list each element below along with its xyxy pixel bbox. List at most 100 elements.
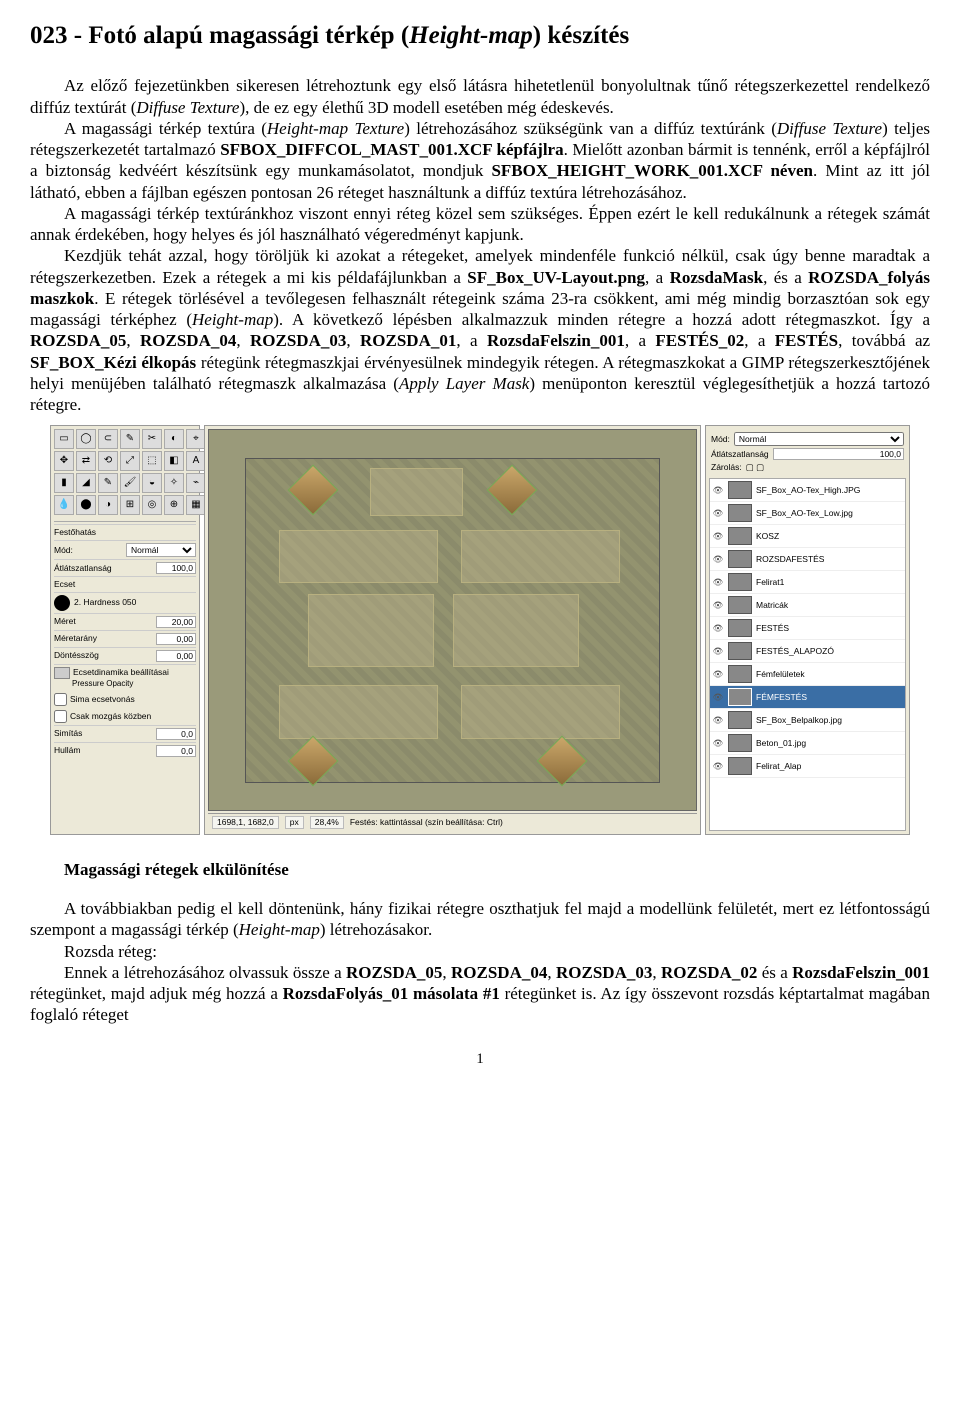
opt-hullam: Hullám [54, 742, 196, 759]
para-1: Az előző fejezetünkben sikeresen létreho… [30, 75, 930, 118]
layer-name: ROZSDAFESTÉS [756, 554, 903, 565]
lock-icon[interactable]: ▢ ▢ [746, 462, 764, 473]
layer-row[interactable]: 👁Matricák [710, 594, 905, 617]
tool-btn[interactable]: ◧ [164, 451, 184, 471]
eye-icon[interactable]: 👁 [712, 485, 724, 496]
eye-icon[interactable]: 👁 [712, 531, 724, 542]
smooth-input[interactable] [156, 728, 196, 740]
layer-thumb [728, 504, 752, 522]
layer-row[interactable]: 👁SF_Box_AO-Tex_High.JPG [710, 479, 905, 502]
tool-btn[interactable]: ✧ [164, 473, 184, 493]
dyn-icon [54, 667, 70, 679]
layer-row[interactable]: 👁SF_Box_Belpalkop.jpg [710, 709, 905, 732]
eye-icon[interactable]: 👁 [712, 692, 724, 703]
chk-sima-input[interactable] [54, 693, 67, 706]
chk-csak[interactable]: Csak mozgás közben [54, 710, 196, 723]
layer-row[interactable]: 👁 Felirat_Alap [710, 755, 905, 778]
layer-thumb [728, 596, 752, 614]
tool-btn[interactable]: ⬚ [142, 451, 162, 471]
tool-btn[interactable]: ⤢ [120, 451, 140, 471]
chk-sima[interactable]: Sima ecsetvonás [54, 693, 196, 706]
tool-btn[interactable]: ⌁ [186, 473, 206, 493]
tool-btn[interactable]: A [186, 451, 206, 471]
layer-name: FESTÉS [756, 623, 903, 634]
tool-btn[interactable]: ◎ [142, 495, 162, 515]
layers-opacity-input[interactable] [773, 448, 904, 460]
gimp-toolbox: ▭ ◯ ⊂ ✎ ✂ ◐ ⌖ ✥ ⇄ ⟲ ⤢ ⬚ ◧ A ▮ ◢ ✎ 🖌 ◒ ✧ … [50, 425, 200, 835]
tool-btn[interactable]: ⊞ [120, 495, 140, 515]
tool-btn[interactable]: ⊕ [164, 495, 184, 515]
tool-btn[interactable]: ⊂ [98, 429, 118, 449]
tool-btn[interactable]: ▭ [54, 429, 74, 449]
layer-list[interactable]: 👁SF_Box_AO-Tex_High.JPG👁SF_Box_AO-Tex_Lo… [709, 478, 906, 831]
status-bar: 1698,1, 1682,0 px 28,4% Festés: kattintá… [208, 813, 697, 831]
layer-row[interactable]: 👁 ROZSDAFESTÉS [710, 548, 905, 571]
layer-name: Fémfelületek [756, 669, 903, 680]
ratio-input[interactable] [156, 633, 196, 645]
opt-mod: Mód: Normál [54, 540, 196, 559]
opt-atlatszo: Átlátszatlanság [54, 559, 196, 576]
tool-btn[interactable]: ⟲ [98, 451, 118, 471]
layer-row[interactable]: 👁 FESTÉS [710, 617, 905, 640]
layer-row[interactable]: 👁 FESTÉS_ALAPOZÓ [710, 640, 905, 663]
eye-icon[interactable]: 👁 [712, 669, 724, 680]
tool-btn[interactable]: ✂ [142, 429, 162, 449]
eye-icon[interactable]: 👁 [712, 623, 724, 634]
tool-btn[interactable]: 🖌 [120, 473, 140, 493]
status-coords: 1698,1, 1682,0 [212, 816, 279, 829]
gimp-canvas[interactable] [208, 429, 697, 811]
eye-icon[interactable]: 👁 [712, 600, 724, 611]
tool-btn[interactable]: ✎ [120, 429, 140, 449]
angle-input[interactable] [156, 650, 196, 662]
tool-btn[interactable]: ⌖ [186, 429, 206, 449]
layer-name: SF_Box_AO-Tex_Low.jpg [756, 508, 903, 519]
layer-name: KOSZ [756, 531, 903, 542]
tool-btn[interactable]: ◑ [98, 495, 118, 515]
tool-btn[interactable]: ✥ [54, 451, 74, 471]
layer-row[interactable]: 👁 Fémfelületek [710, 663, 905, 686]
layer-thumb [728, 550, 752, 568]
page-title: 023 - Fotó alapú magassági térkép (Heigh… [30, 20, 930, 51]
para-6: Rozsda réteg: [30, 941, 930, 962]
brush-preview-icon [54, 595, 70, 611]
tool-btn[interactable]: ◐ [164, 429, 184, 449]
layer-row[interactable]: 👁 SF_Box_AO-Tex_Low.jpg [710, 502, 905, 525]
tool-btn[interactable]: ◯ [76, 429, 96, 449]
layer-row[interactable]: 👁 KOSZ [710, 525, 905, 548]
mod-select[interactable]: Normál [126, 543, 196, 557]
layers-mod-select[interactable]: Normál [734, 432, 904, 446]
tool-btn[interactable]: ✎ [98, 473, 118, 493]
layer-row[interactable]: 👁Beton_01.jpg [710, 732, 905, 755]
chk-csak-input[interactable] [54, 710, 67, 723]
eye-icon[interactable]: 👁 [712, 761, 724, 772]
tool-btn[interactable]: ▮ [54, 473, 74, 493]
tool-btn[interactable]: 💧 [54, 495, 74, 515]
layer-thumb [728, 527, 752, 545]
opt-meret: Méret [54, 613, 196, 630]
dyn-label: Ecsetdinamika beállításai [73, 667, 169, 678]
eye-icon[interactable]: 👁 [712, 738, 724, 749]
eye-icon[interactable]: 👁 [712, 646, 724, 657]
layer-name: Felirat_Alap [756, 761, 903, 772]
dyn-value: Pressure Opacity [72, 679, 133, 689]
page-number: 1 [30, 1050, 930, 1069]
size-input[interactable] [156, 616, 196, 628]
layer-row[interactable]: 👁Felirat1 [710, 571, 905, 594]
tool-btn[interactable]: ◢ [76, 473, 96, 493]
tool-btn[interactable]: ⬤ [76, 495, 96, 515]
eye-icon[interactable]: 👁 [712, 554, 724, 565]
eye-icon[interactable]: 👁 [712, 508, 724, 519]
opt-simitas: Simítás [54, 725, 196, 742]
tool-btn[interactable]: ⇄ [76, 451, 96, 471]
tool-btn[interactable]: ▦ [186, 495, 206, 515]
layer-name: FESTÉS_ALAPOZÓ [756, 646, 903, 657]
opt-festohatas: Festőhatás [54, 524, 196, 540]
wave-input[interactable] [156, 745, 196, 757]
tool-grid: ▭ ◯ ⊂ ✎ ✂ ◐ ⌖ ✥ ⇄ ⟲ ⤢ ⬚ ◧ A ▮ ◢ ✎ 🖌 ◒ ✧ … [54, 429, 196, 515]
layer-thumb [728, 665, 752, 683]
eye-icon[interactable]: 👁 [712, 577, 724, 588]
tool-btn[interactable]: ◒ [142, 473, 162, 493]
eye-icon[interactable]: 👁 [712, 715, 724, 726]
layer-row[interactable]: 👁FÉMFESTÉS [710, 686, 905, 709]
opacity-input[interactable] [156, 562, 196, 574]
